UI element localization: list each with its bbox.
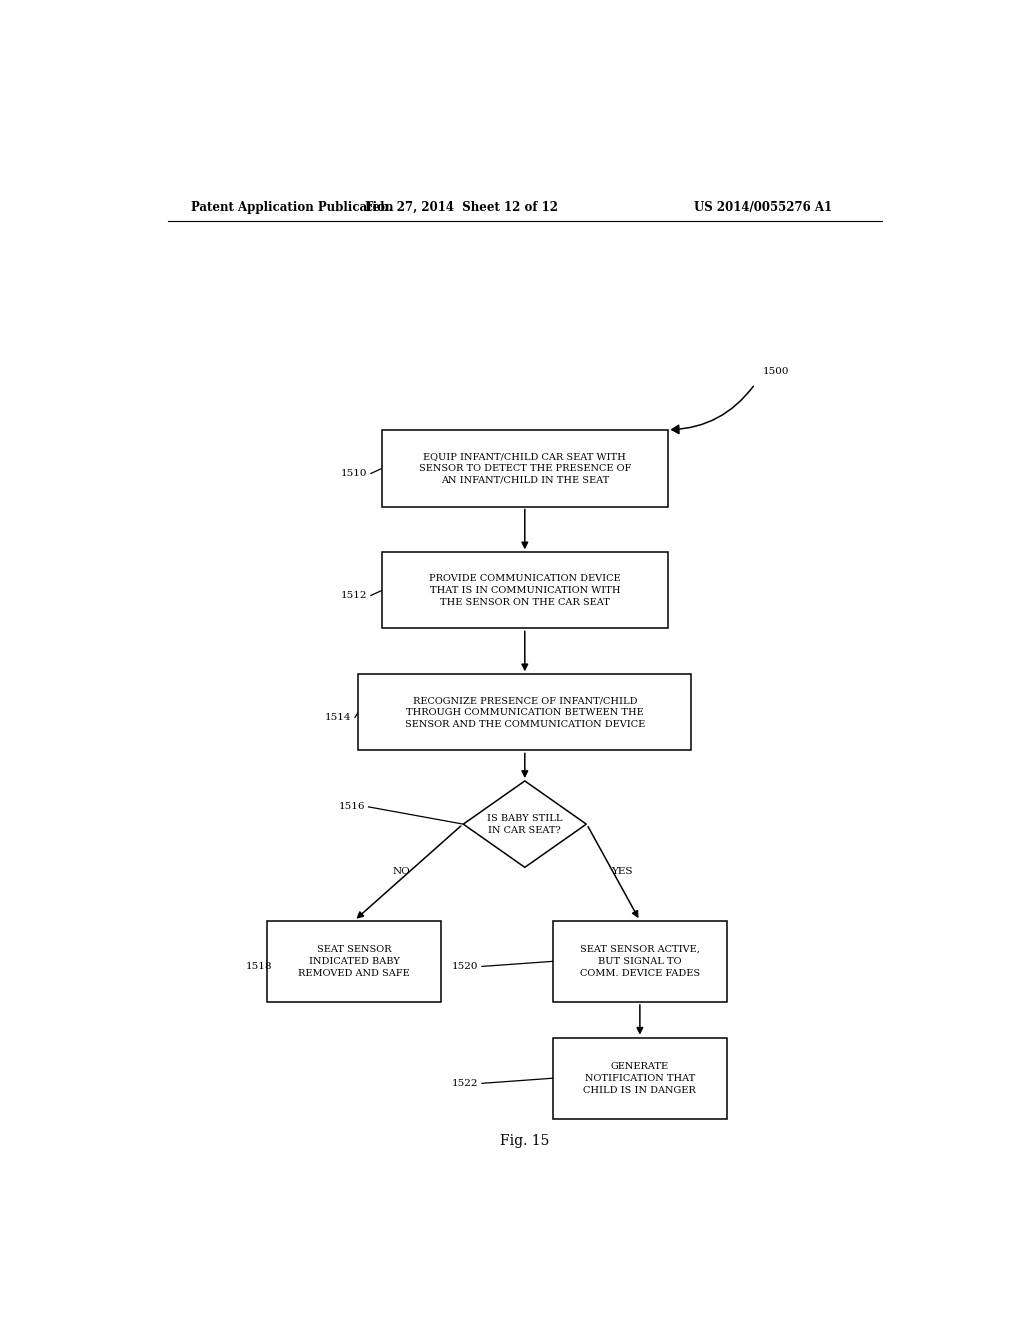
Bar: [553, 921, 727, 1002]
Bar: [267, 921, 441, 1002]
Text: PROVIDE COMMUNICATION DEVICE
THAT IS IN COMMUNICATION WITH
THE SENSOR ON THE CAR: PROVIDE COMMUNICATION DEVICE THAT IS IN …: [429, 574, 621, 607]
Text: YES: YES: [611, 867, 633, 876]
Text: 1522: 1522: [452, 1078, 478, 1088]
Text: EQUIP INFANT/CHILD CAR SEAT WITH
SENSOR TO DETECT THE PRESENCE OF
AN INFANT/CHIL: EQUIP INFANT/CHILD CAR SEAT WITH SENSOR …: [419, 453, 631, 484]
Bar: [553, 1038, 727, 1119]
Bar: [358, 675, 691, 751]
Bar: [382, 552, 668, 628]
Text: 1520: 1520: [452, 962, 478, 972]
Text: 1512: 1512: [341, 591, 368, 601]
Text: RECOGNIZE PRESENCE OF INFANT/CHILD
THROUGH COMMUNICATION BETWEEN THE
SENSOR AND : RECOGNIZE PRESENCE OF INFANT/CHILD THROU…: [404, 696, 645, 729]
Text: Patent Application Publication: Patent Application Publication: [191, 201, 394, 214]
Bar: [382, 430, 668, 507]
Text: SEAT SENSOR
INDICATED BABY
REMOVED AND SAFE: SEAT SENSOR INDICATED BABY REMOVED AND S…: [298, 945, 410, 978]
Text: NO: NO: [393, 867, 411, 876]
Text: US 2014/0055276 A1: US 2014/0055276 A1: [694, 201, 831, 214]
Text: Fig. 15: Fig. 15: [500, 1134, 550, 1148]
Text: 1516: 1516: [338, 803, 365, 812]
Polygon shape: [463, 781, 587, 867]
Text: IS BABY STILL
IN CAR SEAT?: IS BABY STILL IN CAR SEAT?: [487, 813, 562, 834]
Text: 1514: 1514: [325, 713, 351, 722]
Text: Feb. 27, 2014  Sheet 12 of 12: Feb. 27, 2014 Sheet 12 of 12: [365, 201, 558, 214]
Text: 1500: 1500: [763, 367, 790, 376]
Text: SEAT SENSOR ACTIVE,
BUT SIGNAL TO
COMM. DEVICE FADES: SEAT SENSOR ACTIVE, BUT SIGNAL TO COMM. …: [580, 945, 700, 978]
Text: GENERATE
NOTIFICATION THAT
CHILD IS IN DANGER: GENERATE NOTIFICATION THAT CHILD IS IN D…: [584, 1063, 696, 1094]
Text: 1518: 1518: [246, 962, 272, 972]
Text: 1510: 1510: [341, 469, 368, 478]
FancyArrowPatch shape: [672, 387, 754, 433]
